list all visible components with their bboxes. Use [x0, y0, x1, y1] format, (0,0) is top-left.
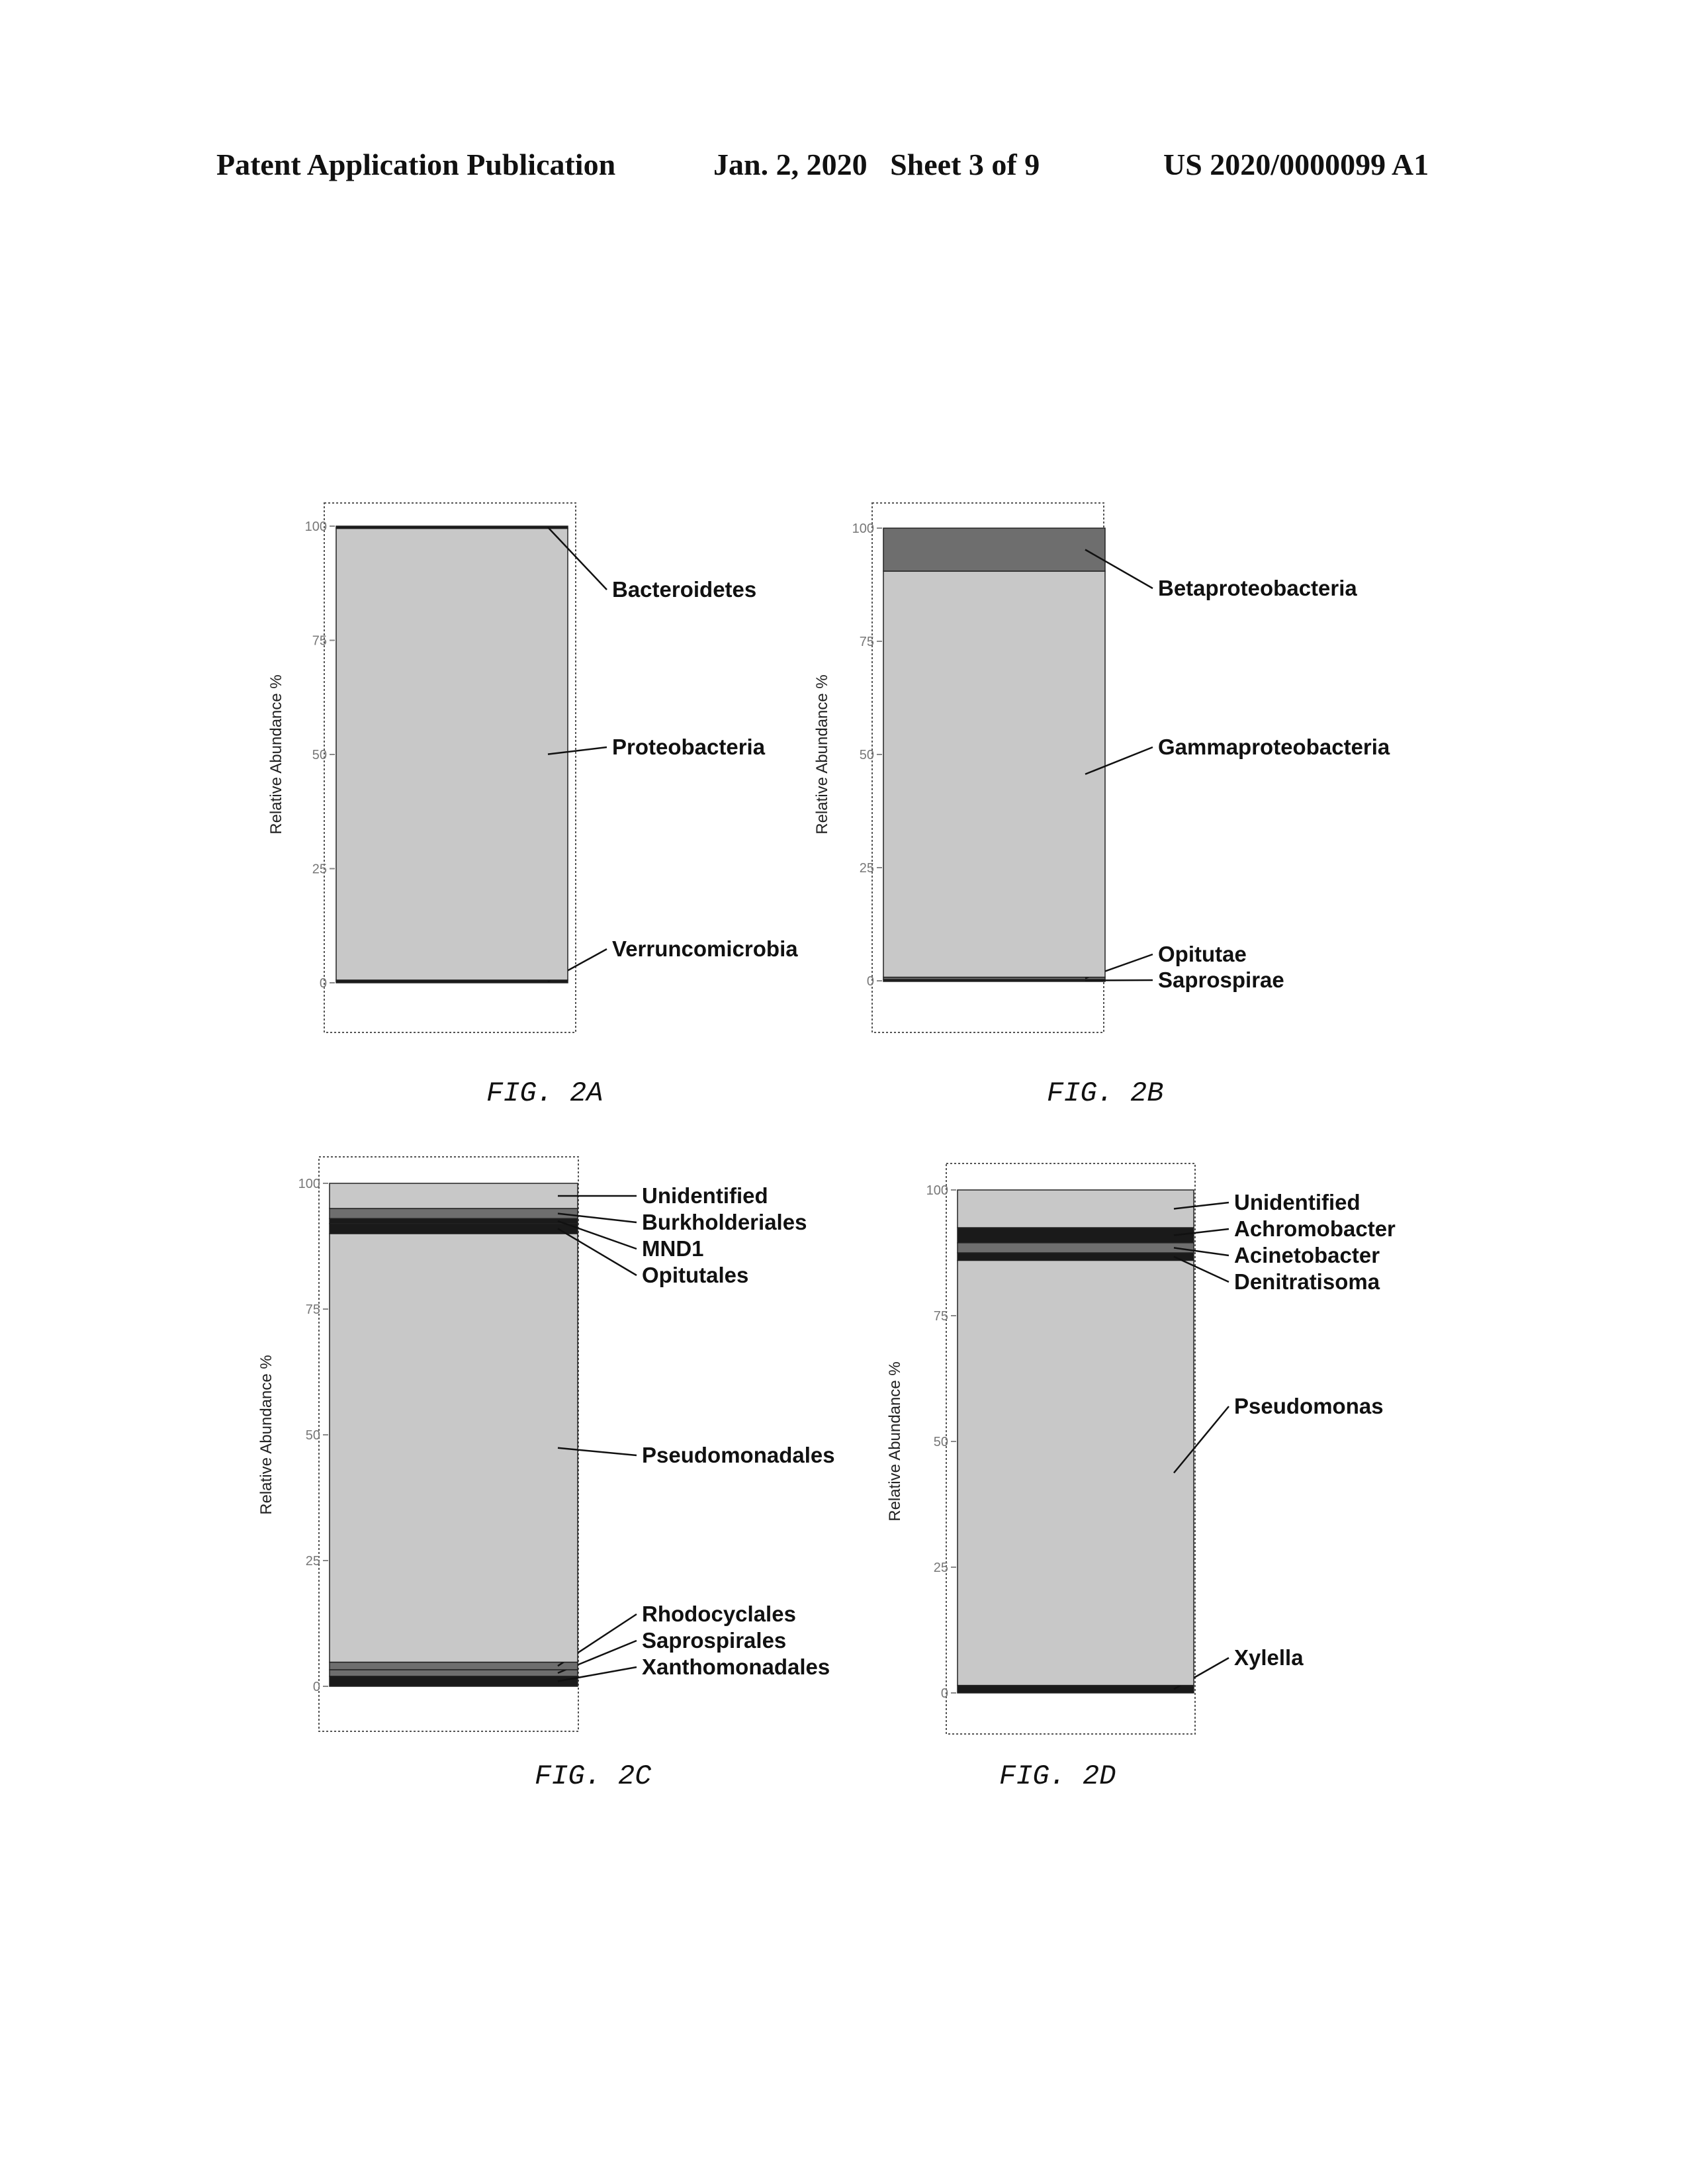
- bar-segment: [329, 1223, 578, 1234]
- series-label: Pseudomonas: [1234, 1394, 1384, 1418]
- y-tick-label: 75: [934, 1309, 948, 1324]
- series-label: Denitratisoma: [1234, 1269, 1380, 1294]
- leader-line: [1173, 1228, 1229, 1236]
- series-label: Saprospirales: [642, 1628, 786, 1653]
- series-label: Opitutales: [642, 1263, 748, 1287]
- y-tick-label: 75: [860, 635, 874, 649]
- bar-segment: [329, 1218, 578, 1224]
- bar-segment: [957, 1242, 1194, 1253]
- leader-line: [1173, 1255, 1229, 1283]
- header-patent-number: US 2020/0000099 A1: [1163, 148, 1429, 181]
- plot-frame: [946, 1163, 1196, 1735]
- y-axis-label: Relative Abundance %: [257, 1355, 275, 1515]
- bar-segment: [329, 1233, 578, 1663]
- bar-segment: [329, 1183, 578, 1209]
- y-tick-label: 25: [860, 861, 874, 876]
- figure-2d-caption: FIG. 2D: [999, 1760, 1116, 1792]
- series-label: Gammaproteobacteria: [1158, 735, 1390, 759]
- bar-segment: [335, 527, 568, 981]
- series-label: Saprospirae: [1158, 968, 1284, 992]
- y-tick-label: 0: [313, 1680, 320, 1694]
- y-tick-label: 75: [306, 1302, 320, 1317]
- figure-2d-chart: 0 25 50 75 100 Relative Abundance % Xylella Pse…: [886, 1163, 1396, 1735]
- y-tick-label: 50: [312, 748, 327, 762]
- bar-segment: [883, 527, 1106, 572]
- figure-2a-caption: FIG. 2A: [486, 1077, 603, 1109]
- leader-line: [557, 1220, 637, 1250]
- series-label: Proteobacteria: [612, 735, 766, 759]
- bar-segment: [335, 525, 568, 529]
- y-tick-label: 25: [934, 1561, 948, 1575]
- figure-2a-chart: 0 25 50 75 100 Relative Abundance % Verruncomi…: [267, 502, 798, 1033]
- leader-line: [557, 1666, 637, 1682]
- y-tick-label: 50: [860, 748, 874, 762]
- series-label: Achromobacter: [1234, 1216, 1396, 1241]
- series-label: Rhodocyclales: [642, 1602, 796, 1626]
- bar-segment: [883, 570, 1106, 978]
- series-label: Unidentified: [642, 1183, 768, 1208]
- bar-segment: [957, 1227, 1194, 1244]
- bar-segment: [957, 1252, 1194, 1261]
- series-label: Unidentified: [1234, 1190, 1360, 1214]
- bar-segment: [329, 1661, 578, 1670]
- y-tick-label: 0: [941, 1686, 948, 1701]
- figure-2b-chart: 0 25 50 75 100 Relative Abundance % Saprospira…: [813, 502, 1390, 1033]
- series-label: Bacteroidetes: [612, 577, 756, 602]
- y-tick-label: 100: [852, 522, 874, 536]
- plot-frame: [324, 502, 576, 1033]
- series-label: Xylella: [1234, 1645, 1304, 1670]
- y-tick-label: 75: [312, 634, 327, 649]
- header-date-sheet: Jan. 2, 2020 Sheet 3 of 9: [713, 148, 1040, 181]
- series-label: Verruncomicrobia: [612, 936, 798, 961]
- leader-line: [1173, 1201, 1229, 1210]
- bar-segment: [957, 1189, 1194, 1228]
- leader-line: [1085, 549, 1153, 590]
- leader-line: [1085, 746, 1153, 775]
- bar-segment: [329, 1208, 578, 1219]
- figure-2b-caption: FIG. 2B: [1047, 1077, 1164, 1109]
- leader-line: [1173, 1247, 1229, 1257]
- series-label: Xanthomonadales: [642, 1655, 830, 1679]
- series-label: Burkholderiales: [642, 1210, 807, 1234]
- y-tick-label: 100: [305, 520, 327, 534]
- y-tick-label: 0: [867, 974, 874, 989]
- leader-line: [557, 1447, 637, 1457]
- bar-segment: [329, 1676, 578, 1687]
- y-tick-label: 25: [312, 862, 327, 877]
- bar-segment: [329, 1669, 578, 1677]
- bar-segment: [957, 1684, 1194, 1694]
- leader-line: [1173, 1406, 1229, 1474]
- y-tick-label: 100: [926, 1183, 948, 1198]
- leader-line: [547, 746, 607, 755]
- bar-segment: [957, 1259, 1194, 1686]
- leader-line: [547, 526, 607, 590]
- y-axis-label: Relative Abundance %: [886, 1361, 904, 1522]
- series-label: Acinetobacter: [1234, 1243, 1380, 1267]
- y-tick-label: 25: [306, 1554, 320, 1569]
- leader-line: [557, 1228, 637, 1277]
- series-label: Opitutae: [1158, 942, 1247, 966]
- y-tick-label: 100: [298, 1177, 320, 1191]
- series-label: MND1: [642, 1236, 704, 1261]
- figure-2c-caption: FIG. 2C: [535, 1760, 652, 1792]
- series-label: Pseudomonadales: [642, 1443, 835, 1467]
- y-tick-label: 0: [320, 976, 327, 991]
- series-label: Betaproteobacteria: [1158, 576, 1357, 600]
- y-tick-label: 50: [306, 1428, 320, 1443]
- header-publication: Patent Application Publication: [216, 148, 616, 181]
- y-axis-label: Relative Abundance %: [267, 674, 285, 835]
- y-tick-label: 50: [934, 1435, 948, 1449]
- y-axis-label: Relative Abundance %: [813, 674, 831, 835]
- leader-line: [557, 1212, 637, 1224]
- figure-2c-chart: 0 25 50 75 100 Relative Abundance % Xanthomona…: [257, 1156, 835, 1732]
